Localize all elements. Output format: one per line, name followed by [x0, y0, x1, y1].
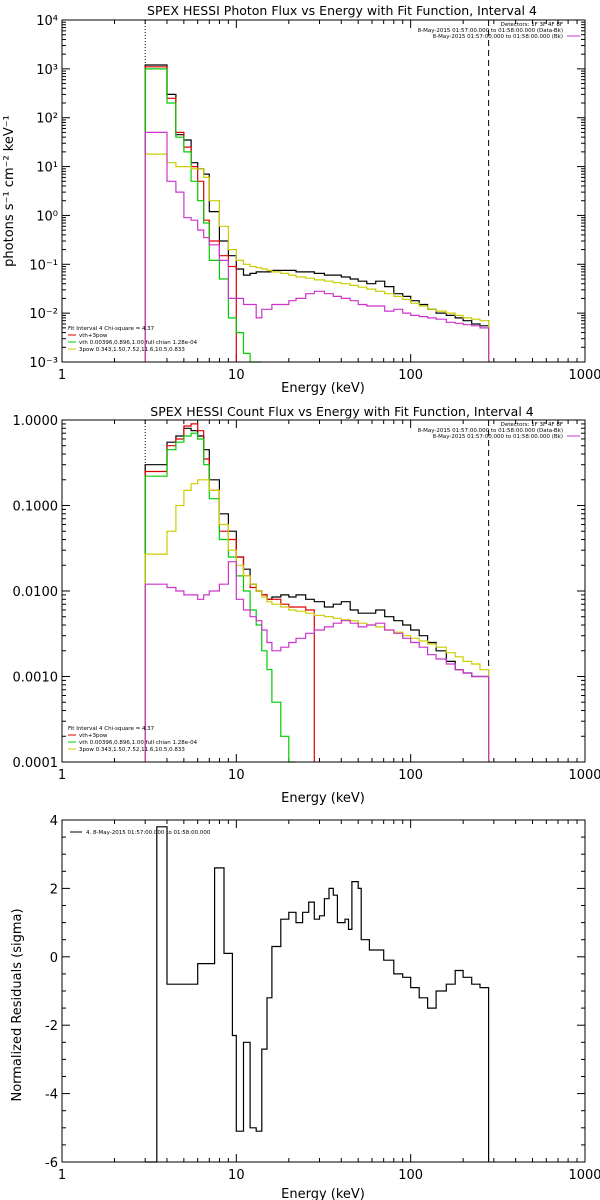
residuals-series: [145, 826, 490, 1163]
x-tick-label: 100: [398, 1168, 423, 1183]
residuals-ticks: 1 10 100 1000 -6 -4 -2 0 2 4: [45, 814, 600, 1183]
series-vth-3pow-line: [144, 66, 237, 362]
x-tick-label: 1: [58, 768, 66, 783]
photon-flux-x-axis-title: Energy (keV): [281, 381, 365, 396]
x-tick-label: 1: [58, 1168, 66, 1183]
legend-inset-entry: 4. 8-May-2015 01:57:00.000 to 01:58:00.0…: [86, 830, 211, 836]
x-tick-label: 10: [228, 768, 245, 783]
series-3pow-line: [144, 479, 490, 762]
residuals-legend: 4. 8-May-2015 01:57:00.000 to 01:58:00.0…: [70, 830, 211, 836]
count-flux-series: [144, 423, 490, 763]
y-tick-label: -2: [45, 1019, 58, 1034]
legend-top-entry: Detectors: 1F 3F 4F 8F: [501, 22, 563, 28]
photon-flux-legend-top: Detectors: 1F 3F 4F 8F8-May-2015 01:57:0…: [418, 22, 580, 40]
y-tick-label: 1.0000: [13, 414, 59, 429]
series-vth-line: [144, 68, 262, 363]
count-flux-plot-frame: [61, 419, 586, 763]
y-tick-label: 10³: [36, 63, 58, 78]
legend-bottom-entry: vth 0.00396,0.896,1.00 full chian 1.28e-…: [79, 740, 198, 746]
y-tick-label: -6: [45, 1156, 58, 1171]
legend-top-entry: 8-May-2015 01:57:00.000 to 01:58:00.000 …: [418, 428, 563, 434]
photon-flux-legend-bottom: Fit Interval 4 Chi-square = 4.37vth+3pow…: [68, 326, 198, 353]
x-tick-label: 1000: [568, 368, 600, 383]
count-flux-x-axis-title: Energy (keV): [281, 791, 365, 806]
y-tick-label: 0.1000: [13, 500, 59, 515]
legend-bottom-entry: Fit Interval 4 Chi-square = 4.37: [68, 726, 155, 732]
series-vth-3pow-line: [144, 423, 315, 762]
photon-flux-series: [144, 64, 490, 363]
residuals-x-axis-title: Energy (keV): [281, 1187, 365, 1200]
x-tick-label: 10: [228, 368, 245, 383]
residuals-plot-frame: [61, 819, 586, 1163]
legend-bottom-entry: 3pow 0.343,1.50,7.52,11.6,10.5,0.833: [79, 747, 185, 753]
y-tick-label: 4: [50, 814, 58, 829]
y-tick-label: -4: [45, 1088, 58, 1103]
x-tick-label: 1000: [568, 768, 600, 783]
legend-top-entry: Detectors: 1F 3F 4F 8F: [501, 422, 563, 428]
series-3pow-line: [144, 153, 490, 362]
y-tick-label: 0.0010: [13, 671, 59, 686]
panel-count-flux: SPEX HESSI Count Flux vs Energy with Fit…: [13, 404, 600, 806]
y-tick-label: 10⁻¹: [29, 258, 58, 273]
x-tick-label: 100: [398, 768, 423, 783]
legend-top-entry: 8-May-2015 01:57:00.000 to 01:58:00.000 …: [433, 34, 563, 40]
count-flux-legend-bottom: Fit Interval 4 Chi-square = 4.37vth+3pow…: [68, 726, 198, 753]
residuals-y-axis-title: Normalized Residuals (sigma): [10, 908, 25, 1101]
y-tick-label: 10²: [36, 112, 58, 127]
series-4-line: [145, 826, 490, 1163]
photon-flux-ticks: 1 10 100 1000 10⁻³ 10⁻² 10⁻¹ 10⁰ 10¹ 10² 10³ 10⁴: [29, 14, 600, 383]
photon-flux-plot-frame: [61, 19, 586, 363]
y-tick-label: 0: [50, 951, 58, 966]
y-tick-label: 10¹: [36, 161, 58, 176]
legend-bottom-entry: vth+3pow: [79, 733, 108, 739]
series-data-bk-line: [144, 64, 490, 362]
panel-photon-flux: SPEX HESSI Photon Flux vs Energy with Fi…: [2, 3, 600, 396]
y-tick-label: 0.0100: [13, 585, 59, 600]
legend-bottom-entry: 3pow 0.343,1.50,7.52,11.6,10.5,0.833: [79, 347, 185, 353]
photon-flux-y-axis-title: photons s⁻¹ cm⁻² keV⁻¹: [2, 115, 17, 267]
count-flux-chart-title: SPEX HESSI Count Flux vs Energy with Fit…: [150, 404, 533, 419]
photon-flux-chart-title: SPEX HESSI Photon Flux vs Energy with Fi…: [147, 3, 537, 18]
y-tick-label: 10⁰: [36, 209, 58, 224]
legend-bottom-entry: vth+3pow: [79, 333, 108, 339]
legend-bottom-entry: vth 0.00396,0.896,1.00 full chian 1.28e-…: [79, 340, 198, 346]
legend-bottom-entry: Fit Interval 4 Chi-square = 4.37: [68, 326, 155, 332]
y-tick-label: 10⁻³: [29, 356, 58, 371]
panel-residuals: 1 10 100 1000 -6 -4 -2 0 2 4 4. 8-May-2015 01:57:…: [10, 814, 600, 1200]
legend-top-entry: 8-May-2015 01:57:00.000 to 01:58:00.000 …: [433, 434, 563, 440]
series-bk-line: [144, 131, 490, 362]
x-tick-label: 100: [398, 368, 423, 383]
series-bk-line: [144, 561, 490, 762]
y-tick-label: 10⁻²: [29, 307, 58, 322]
y-tick-label: 0.0001: [13, 756, 59, 771]
count-flux-legend-top: Detectors: 1F 3F 4F 8F8-May-2015 01:57:0…: [418, 422, 580, 440]
y-tick-label: 10⁴: [36, 14, 58, 29]
x-tick-label: 1: [58, 368, 66, 383]
x-tick-label: 1000: [568, 1168, 600, 1183]
y-tick-label: 2: [50, 882, 58, 897]
x-tick-label: 10: [228, 1168, 245, 1183]
legend-top-entry: 8-May-2015 01:57:00.000 to 01:58:00.000 …: [418, 28, 563, 34]
count-flux-vlines: [144, 420, 490, 762]
